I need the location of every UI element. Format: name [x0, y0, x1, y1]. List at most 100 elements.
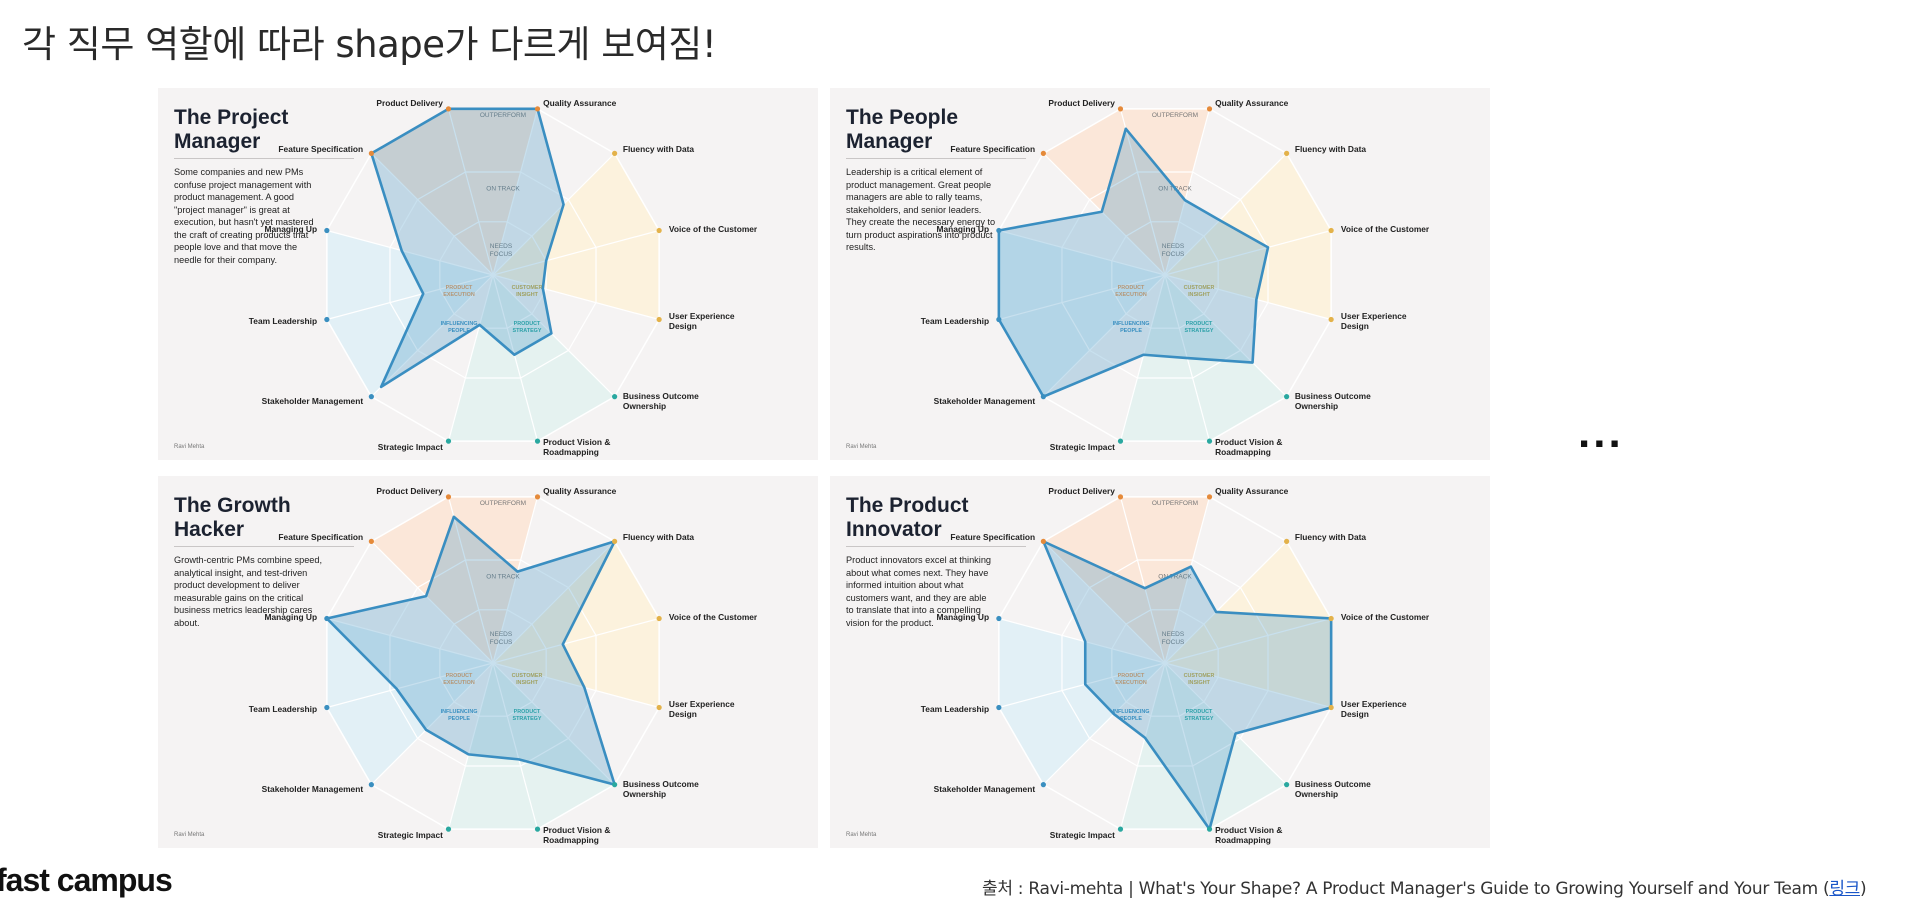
radar-spoke: [1164, 540, 1288, 664]
zone-execution-area: [371, 496, 538, 663]
radar-spoke: [1164, 274, 1332, 321]
radar-spoke: [492, 617, 660, 664]
axis-label-line: Feature Specification: [950, 144, 1035, 154]
zone-label: PRODUCT: [1186, 321, 1213, 327]
zone-label: PRODUCT: [446, 285, 473, 291]
radar-spoke: [1164, 662, 1211, 830]
axis-label: Product Vision & Roadmapping: [1215, 437, 1282, 457]
axis-label: Stakeholder Management: [262, 396, 364, 406]
axis-dot: [1284, 538, 1290, 544]
source-link[interactable]: 링크: [1829, 879, 1861, 899]
zone-label: CUSTOMER: [512, 285, 543, 291]
radar-spoke: [492, 662, 660, 709]
radar-spoke: [492, 662, 539, 830]
axis-label-line: Team Leadership: [921, 704, 989, 714]
card-title: The Growth Hacker: [174, 494, 291, 541]
axis-label: Managing Up: [936, 224, 989, 234]
axis-dot: [996, 704, 1002, 711]
zone-label: PRODUCT: [514, 321, 541, 327]
axis-dot: [656, 704, 662, 711]
more-ellipsis: ...: [1578, 408, 1624, 457]
radar-spoke: [326, 229, 494, 276]
ring-label: OUTPERFORM: [480, 500, 526, 507]
radar-spoke: [447, 496, 494, 664]
axis-label: Strategic Impact: [378, 442, 443, 452]
axis-label: Quality Assurance: [1215, 486, 1289, 496]
axis-dot: [1284, 150, 1290, 156]
zone-execution-area: [371, 108, 538, 276]
slide-title: 각 직무 역할에 따라 shape가 다르게 보여짐!: [22, 23, 717, 66]
zone-people-area: [998, 230, 1165, 397]
axis-label-line: Strategic Impact: [378, 830, 443, 840]
axis-label-line: Business Outcome: [1295, 391, 1371, 401]
axis-dot: [996, 227, 1002, 234]
axis-label: User Experience Design: [1341, 311, 1407, 331]
zone-strategy-area: [1120, 663, 1287, 830]
axis-dot: [534, 438, 541, 444]
axis-label-line: Design: [1341, 709, 1369, 719]
radar-spoke: [492, 274, 660, 321]
axis-label-line: Voice of the Customer: [1341, 612, 1430, 622]
zone-insight-area: [493, 541, 660, 708]
axis-label: Stakeholder Management: [262, 784, 364, 794]
radar-spoke: [1119, 496, 1166, 664]
ring-label: NEEDS: [1162, 631, 1185, 638]
axis-label-line: Stakeholder Management: [934, 784, 1036, 794]
axis-label: Product Delivery: [1048, 98, 1115, 108]
zone-label: INFLUENCING: [1113, 321, 1150, 327]
axis-label-line: Managing Up: [936, 612, 989, 622]
zone-label: STRATEGY: [1185, 328, 1214, 334]
axis-label: Business Outcome Ownership: [1295, 391, 1371, 411]
axis-label: Product Delivery: [376, 98, 443, 108]
axis-label-line: Voice of the Customer: [1341, 224, 1430, 234]
radar-spoke: [1042, 540, 1166, 664]
ring-label: ON TRACK: [486, 185, 520, 192]
axis-label: Managing Up: [264, 224, 317, 234]
axis-label: Feature Specification: [278, 144, 363, 154]
axis-label: Voice of the Customer: [669, 224, 758, 234]
radar-spoke: [326, 617, 494, 664]
axis-dot: [324, 316, 330, 323]
axis-label-line: Product Delivery: [1048, 486, 1115, 496]
zone-label: PEOPLE: [448, 328, 470, 334]
axis-dot: [1206, 438, 1213, 444]
axis-dot: [324, 615, 330, 622]
axis-dot: [1040, 782, 1046, 788]
axis-dot: [1040, 150, 1046, 156]
axis-label: Voice of the Customer: [669, 612, 758, 622]
axis-label-line: Ownership: [1295, 789, 1338, 799]
card-title: The Project Manager: [174, 106, 289, 153]
axis-label-line: Fluency with Data: [623, 144, 695, 154]
zone-label: CUSTOMER: [1184, 285, 1215, 291]
axis-label-line: Managing Up: [264, 224, 317, 234]
axis-label: Stakeholder Management: [934, 784, 1036, 794]
axis-label-line: Team Leadership: [249, 704, 317, 714]
axis-label: Team Leadership: [921, 316, 989, 326]
radar-spoke: [1164, 274, 1288, 398]
axis-label-line: Product Vision &: [543, 437, 610, 447]
zone-label: PRODUCT: [446, 673, 473, 679]
radar-spoke: [1164, 152, 1288, 276]
axis-label: User Experience Design: [669, 699, 735, 719]
axis-dot: [996, 615, 1002, 622]
zone-people-area: [998, 618, 1165, 785]
ring-label: FOCUS: [1162, 639, 1185, 646]
axis-dot: [534, 494, 541, 500]
zone-label: PEOPLE: [448, 716, 470, 722]
ring-label: OUTPERFORM: [1152, 500, 1198, 507]
axis-label-line: Ownership: [623, 789, 666, 799]
axis-dot: [612, 394, 618, 400]
zone-label: INSIGHT: [516, 292, 539, 298]
zone-label: STRATEGY: [513, 328, 542, 334]
axis-label-line: Managing Up: [936, 224, 989, 234]
axis-label-line: Quality Assurance: [1215, 486, 1289, 496]
axis-label-line: Roadmapping: [1215, 835, 1271, 845]
axis-label-line: Quality Assurance: [543, 98, 617, 108]
radar-spoke: [1042, 152, 1166, 276]
axis-label-line: User Experience: [1341, 699, 1407, 709]
axis-label-line: Managing Up: [264, 612, 317, 622]
axis-label: Business Outcome Ownership: [1295, 779, 1371, 799]
axis-label: Product Vision & Roadmapping: [1215, 825, 1282, 845]
axis-label-line: Roadmapping: [543, 447, 599, 457]
